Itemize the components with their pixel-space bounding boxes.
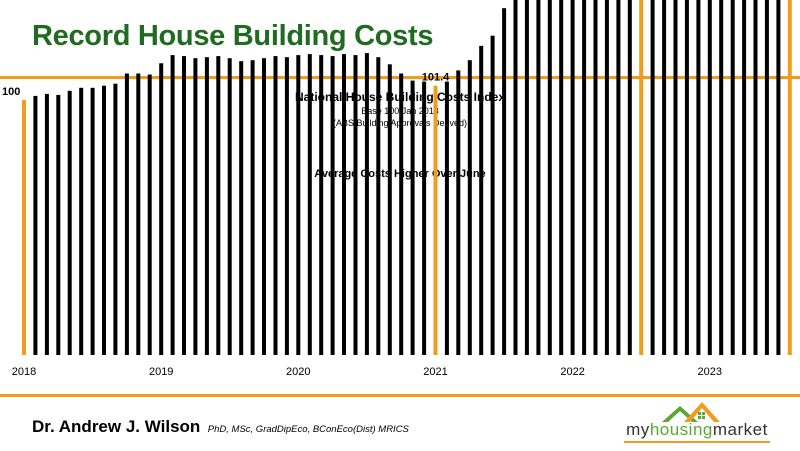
data-bar — [684, 0, 689, 356]
data-bar — [284, 57, 289, 355]
slide-title: Record House Building Costs — [32, 20, 434, 52]
data-bar — [56, 94, 61, 356]
data-bar — [662, 0, 667, 355]
logo-wordmark: myhousingmarket — [612, 420, 782, 440]
data-bar — [296, 55, 301, 355]
logo-text-housing: housing — [649, 420, 713, 439]
data-bar — [342, 54, 346, 355]
x-tick-label: 2018 — [12, 366, 36, 378]
data-bar — [742, 0, 747, 355]
x-tick-label: 2021 — [423, 366, 447, 378]
data-bar — [490, 35, 495, 355]
data-bar — [102, 85, 106, 355]
x-tick-label: 2023 — [698, 366, 722, 378]
data-bar — [502, 8, 507, 355]
data-bar — [33, 95, 38, 356]
house-roof-icon — [662, 402, 720, 422]
data-bar — [650, 0, 655, 356]
data-label: 101.4 — [422, 72, 450, 84]
data-bar — [467, 60, 472, 355]
data-bar — [376, 57, 381, 355]
data-bar — [627, 0, 632, 356]
data-bar — [262, 58, 266, 355]
author-credit: Dr. Andrew J. Wilson PhD, MSc, GradDipEc… — [32, 417, 409, 437]
data-bar — [730, 0, 735, 356]
author-credentials: PhD, MSc, GradDipEco, BConEco(Dist) MRIC… — [207, 424, 409, 435]
x-tick-label: 2020 — [286, 366, 310, 378]
data-bar — [170, 55, 175, 355]
logo-underline — [624, 441, 770, 443]
data-bar — [559, 0, 564, 355]
data-bar — [422, 81, 427, 355]
data-bar — [456, 70, 461, 356]
data-bar — [547, 0, 552, 356]
data-bar — [250, 60, 255, 355]
data-bar — [124, 73, 129, 355]
data-bar — [307, 54, 312, 355]
data-bar — [147, 74, 152, 355]
data-bar — [113, 83, 118, 355]
data-bar — [204, 57, 209, 355]
bottom-divider — [0, 394, 800, 397]
data-bar — [182, 56, 186, 355]
highlight-bar — [787, 0, 792, 355]
data-bar — [319, 55, 324, 355]
data-bar — [67, 90, 72, 356]
data-bar — [193, 58, 198, 355]
highlight-bar — [433, 85, 438, 355]
data-bar — [90, 87, 95, 356]
data-bar — [79, 87, 84, 356]
data-bar — [353, 55, 358, 355]
data-bar — [536, 0, 541, 355]
x-tick-label: 2022 — [560, 366, 584, 378]
data-bar — [582, 0, 587, 356]
highlight-bar — [639, 0, 644, 355]
data-bar — [216, 56, 221, 355]
data-bar — [616, 0, 621, 355]
data-bar — [673, 0, 678, 356]
data-bar — [764, 0, 769, 356]
data-bar — [227, 58, 232, 355]
data-bar — [707, 0, 712, 355]
data-bar — [570, 0, 575, 355]
data-bar — [479, 45, 484, 356]
logo-text-market: market — [712, 420, 768, 439]
data-bar — [696, 0, 701, 355]
data-bar — [364, 53, 369, 355]
data-bar — [719, 0, 724, 355]
data-bar — [239, 61, 244, 355]
data-bar — [513, 0, 518, 355]
data-bar — [44, 93, 49, 356]
x-tick-label: 2019 — [149, 366, 173, 378]
author-name: Dr. Andrew J. Wilson — [32, 417, 201, 436]
data-bar — [399, 73, 404, 355]
highlight-bar — [22, 100, 26, 355]
data-bar — [387, 64, 392, 356]
data-label: 100 — [2, 86, 20, 98]
data-bar — [444, 81, 449, 355]
data-bar — [136, 73, 141, 355]
data-bar — [524, 0, 529, 356]
data-bar — [410, 80, 415, 355]
data-bar — [753, 0, 758, 355]
data-bar — [593, 0, 598, 355]
data-bar — [273, 56, 278, 355]
data-bar — [776, 0, 781, 355]
myhousingmarket-logo: myhousingmarket — [612, 398, 782, 446]
data-bar — [604, 0, 609, 355]
logo-text-my: my — [626, 420, 650, 439]
data-bar — [330, 56, 335, 355]
bar-chart: 100101.4130.3145.22018201920202021202220… — [2, 0, 792, 378]
data-bar — [159, 63, 164, 356]
